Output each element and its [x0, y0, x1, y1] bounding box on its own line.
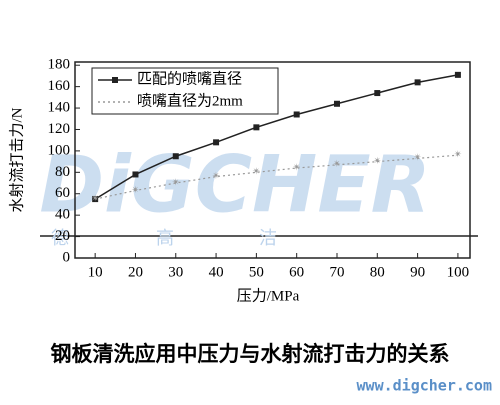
watermark-logo: DiGCHER: [39, 140, 430, 230]
y-tick-label: 160: [48, 78, 71, 94]
y-tick-label: 20: [55, 228, 70, 244]
marker: ✴: [373, 156, 381, 167]
marker: [374, 90, 381, 97]
series-line: [95, 154, 458, 200]
marker: [293, 111, 300, 118]
x-tick-label: 40: [209, 264, 224, 280]
y-tick-label: 140: [48, 99, 71, 115]
x-tick-label: 10: [88, 264, 103, 280]
y-axis-label: 水射流打击力/N: [8, 107, 25, 212]
watermark-char: 洁: [259, 228, 277, 248]
marker: [454, 71, 461, 78]
caption: 钢板清洗应用中压力与水射流打击力的关系: [51, 342, 450, 366]
y-tick-label: 80: [55, 164, 70, 180]
x-tick-label: 70: [329, 264, 344, 280]
series-line: [94, 74, 459, 200]
marker: ✴: [172, 177, 180, 188]
marker: [253, 124, 260, 131]
marker: [213, 139, 220, 146]
x-axis-label: 压力/MPa: [237, 287, 300, 304]
marker: [333, 100, 340, 107]
y-tick-label: 40: [55, 207, 70, 223]
legend-marker: [112, 77, 118, 83]
marker: ✴: [333, 159, 341, 170]
legend-label: 喷嘴直径为2mm: [137, 92, 243, 109]
watermark-char: 高: [156, 228, 174, 248]
x-tick-label: 30: [168, 264, 183, 280]
marker: [414, 79, 421, 86]
y-tick-label: 0: [63, 249, 71, 265]
marker: ✴: [212, 171, 220, 182]
marker: ✴: [252, 167, 260, 178]
x-tick-label: 100: [447, 264, 470, 280]
marker: ✴: [91, 193, 99, 204]
y-tick-label: 180: [48, 57, 71, 73]
watermark-char: 德: [51, 228, 69, 248]
marker: ✴: [131, 185, 139, 196]
watermark-url: www.digcher.com: [357, 377, 492, 395]
marker: [132, 171, 139, 178]
legend-label: 匹配的喷嘴直径: [137, 70, 242, 87]
marker: ✴: [292, 162, 300, 173]
x-tick-label: 50: [249, 264, 264, 280]
marker: [172, 153, 179, 160]
x-tick-label: 60: [289, 264, 304, 280]
marker: ✴: [454, 149, 462, 160]
x-tick-label: 80: [370, 264, 385, 280]
plot-frame: [74, 61, 471, 259]
x-tick-label: 20: [128, 264, 143, 280]
legend-box: [91, 67, 279, 115]
y-tick-label: 120: [48, 121, 71, 137]
y-tick-label: 60: [55, 185, 70, 201]
x-tick-label: 90: [410, 264, 425, 280]
marker: ✴: [413, 153, 421, 164]
y-tick-label: 100: [48, 142, 71, 158]
